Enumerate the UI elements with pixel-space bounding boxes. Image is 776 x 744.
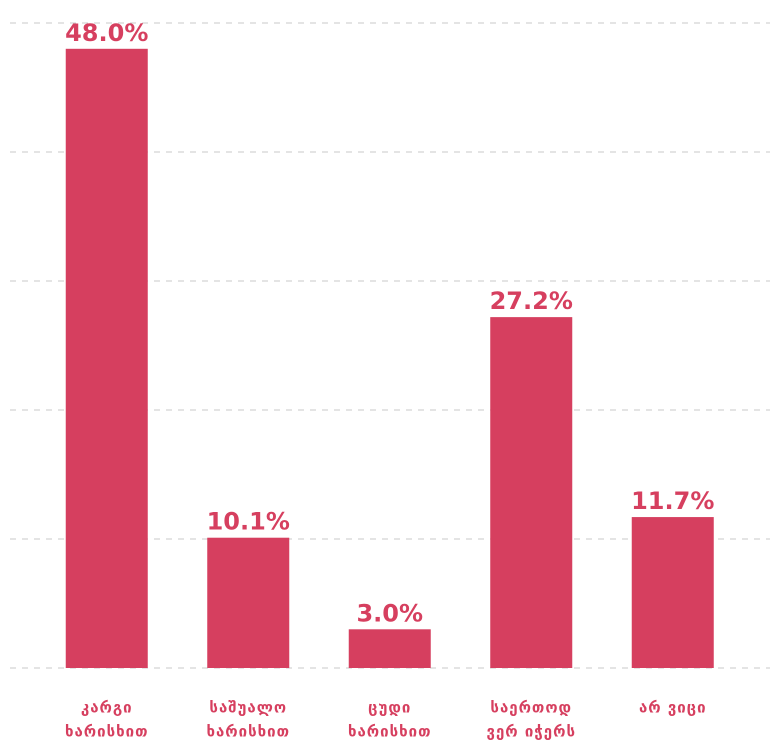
x-tick-label: ვერ იჭერს (487, 723, 577, 741)
value-label: 27.2% (490, 287, 573, 315)
bar (631, 517, 714, 668)
value-label: 3.0% (356, 599, 423, 627)
value-label: 48.0% (65, 19, 148, 47)
bar (207, 537, 290, 668)
bar (65, 48, 148, 669)
x-tick-label: საშუალო (209, 699, 287, 717)
x-tick-label: კარგი (81, 699, 133, 717)
x-tick-label: ხარისხით (348, 723, 432, 741)
x-tick-label: ცუდი (368, 699, 411, 717)
x-tick-label: ხარისხით (206, 723, 290, 741)
value-label: 10.1% (207, 508, 290, 536)
x-tick-label: არ ვიცი (639, 699, 707, 717)
x-tick-label: საერთოდ (490, 699, 572, 717)
bar (348, 629, 431, 668)
value-label: 11.7% (631, 487, 714, 515)
x-tick-label: ხარისხით (65, 723, 149, 741)
bar (490, 317, 573, 668)
